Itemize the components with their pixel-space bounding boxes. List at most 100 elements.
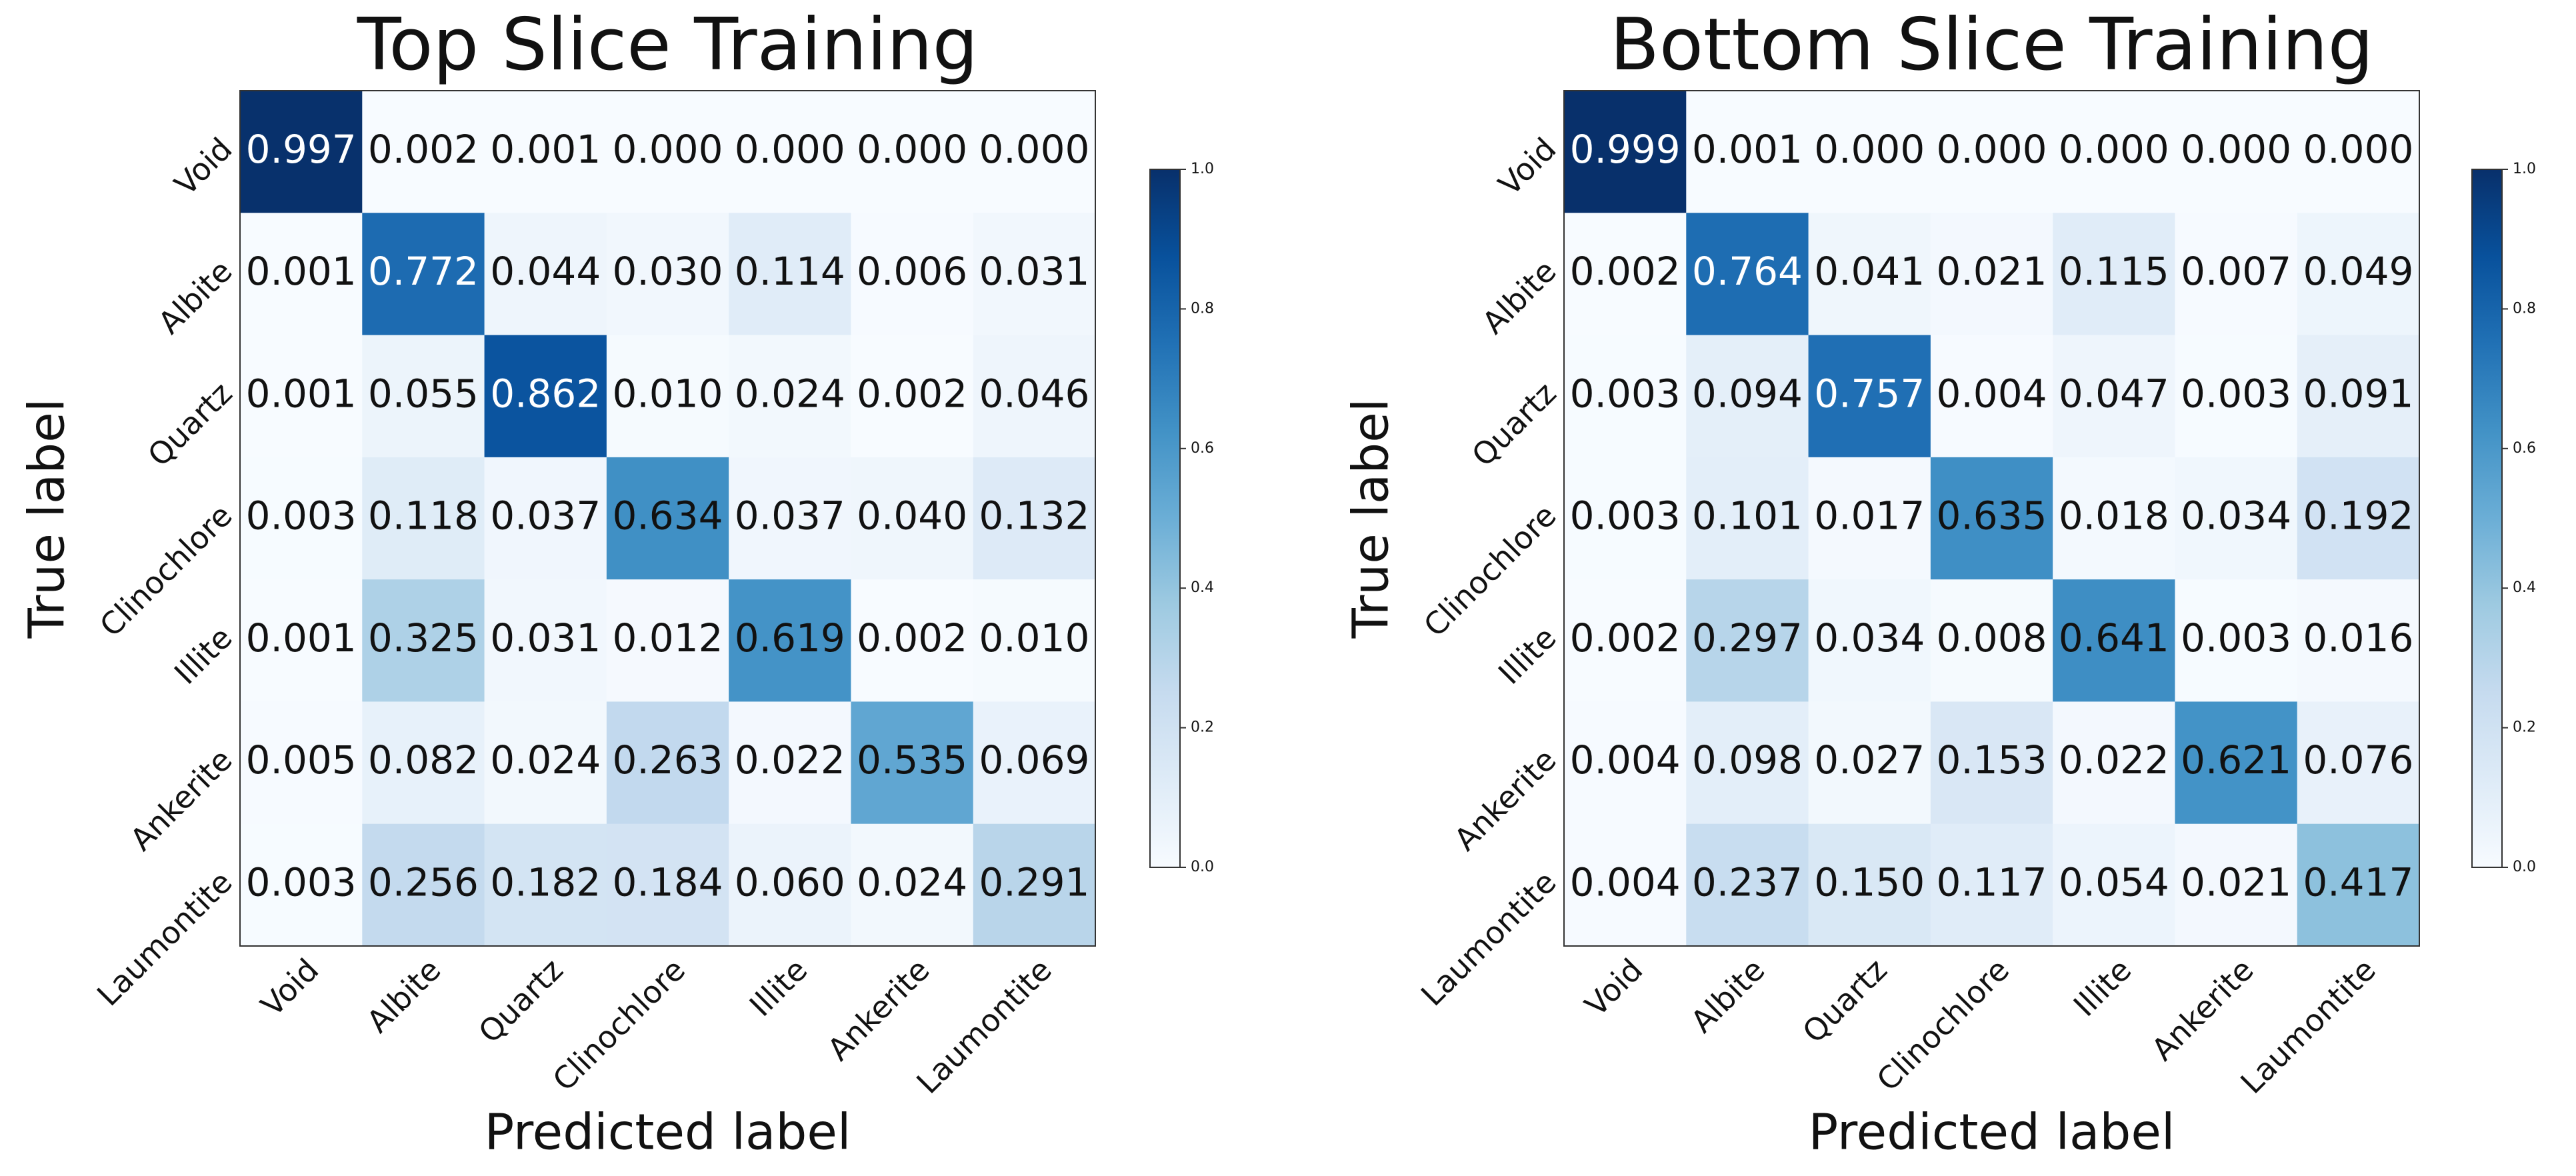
heatmap-cell [240,335,363,458]
cell-label: 0.001 [1692,127,1803,172]
colorbar-tick-label: 1.0 [2513,161,2536,177]
heatmap-cell [2053,579,2175,702]
heatmap-cell [851,457,974,580]
heatmap-cell [2053,335,2175,458]
y-tick-label: Albite [1475,253,1563,341]
cell-label: 0.000 [1936,127,2047,172]
cell-label: 0.034 [2181,493,2291,539]
heatmap-cell [240,823,363,947]
heatmap-cell [729,579,851,702]
colorbar-tick-label: 0.8 [2513,300,2536,317]
heatmap-cell [1930,213,2053,336]
cell-label: 0.022 [735,737,845,783]
cell-label: 0.037 [490,493,601,539]
heatmap-cell [362,701,485,825]
colorbar-tick-label: 0.0 [2513,859,2536,875]
heatmap-cell [851,335,974,458]
heatmap-cell [606,335,729,458]
heatmap-cell [484,701,607,825]
cell-label: 0.619 [735,615,845,661]
y-tick-label: Clinochlore [93,497,239,644]
cell-label: 0.325 [368,615,479,661]
colorbar-tick-label: 0.2 [2513,719,2536,736]
cell-label: 0.008 [1936,615,2047,661]
y-tick-label: Illite [167,619,239,691]
colorbar-tick-label: 1.0 [1191,161,1214,177]
heatmap-cell [240,213,363,336]
cell-label: 0.031 [979,249,1089,294]
heatmap-cell [973,579,1096,702]
heatmap-cell [1930,457,2053,580]
cell-label: 0.024 [857,859,967,905]
cell-label: 0.024 [490,737,601,783]
heatmap-cell [484,579,607,702]
cell-label: 0.002 [857,371,967,416]
cell-label: 0.017 [1814,493,1925,539]
cell-label: 0.049 [2303,249,2413,294]
cell-label: 0.182 [490,859,601,905]
heatmap-cell [2297,335,2420,458]
heatmap-cell [2053,701,2175,825]
y-axis-label: True label [1343,399,1400,639]
heatmap-cell [1808,91,1931,213]
heatmap-cell [973,457,1096,580]
cell-label: 0.417 [2303,859,2413,905]
heatmap-cell [1930,701,2053,825]
cell-label: 0.021 [2181,859,2291,905]
cell-label: 0.634 [612,493,723,539]
colorbar-tick-label: 0.0 [1191,859,1214,875]
x-tick-label: Clinochlore [546,951,693,1098]
heatmap-cell [484,213,607,336]
heatmap-cell [484,823,607,947]
heatmap-cell [2297,579,2420,702]
heatmap-cell [851,213,974,336]
cell-label: 0.000 [2059,127,2169,172]
cell-label: 0.001 [246,615,357,661]
cell-label: 0.060 [735,859,845,905]
heatmap-cell [973,213,1096,336]
cell-label: 0.000 [735,127,845,172]
heatmap-cell [2297,91,2420,213]
heatmap-cell [851,579,974,702]
heatmap-cell [1564,823,1687,947]
cell-label: 0.001 [246,371,357,416]
heatmap-cell [240,701,363,825]
heatmap-cell [2175,457,2298,580]
heatmap-cell [1930,579,2053,702]
x-axis-label: Predicted label [1809,1104,2175,1161]
cell-label: 0.012 [612,615,723,661]
cell-label: 0.034 [1814,615,1925,661]
cell-label: 0.021 [1936,249,2047,294]
cell-label: 0.002 [1570,615,1681,661]
cell-label: 0.118 [368,493,479,539]
heatmap-cell [1930,335,2053,458]
x-tick-label: Illite [2067,951,2139,1023]
heatmap-cell [2175,91,2298,213]
heatmap-cell [1686,335,1809,458]
heatmap-cell [973,823,1096,947]
heatmap-cell [1564,579,1687,702]
heatmap-cell [851,701,974,825]
cell-label: 0.002 [857,615,967,661]
heatmap-cell [1564,91,1687,213]
heatmap-cell [362,823,485,947]
cell-label: 0.003 [1570,493,1681,539]
x-tick-label: Quartz [471,951,570,1050]
heatmap-cell [2053,457,2175,580]
y-tick-label: Quartz [1465,375,1563,474]
cell-label: 0.003 [2181,615,2291,661]
heatmap-cell [1808,457,1931,580]
heatmap-cell [484,335,607,458]
heatmap-cell [729,701,851,825]
cell-label: 0.040 [857,493,967,539]
cell-label: 0.055 [368,371,479,416]
heatmap-cell [1808,335,1931,458]
plot-frame [239,90,1096,947]
x-axis-label: Predicted label [485,1104,851,1161]
cell-label: 0.003 [246,859,357,905]
cell-label: 0.001 [246,249,357,294]
cell-label: 0.010 [612,371,723,416]
cell-label: 0.016 [2303,615,2413,661]
cell-label: 0.999 [1570,127,1681,172]
